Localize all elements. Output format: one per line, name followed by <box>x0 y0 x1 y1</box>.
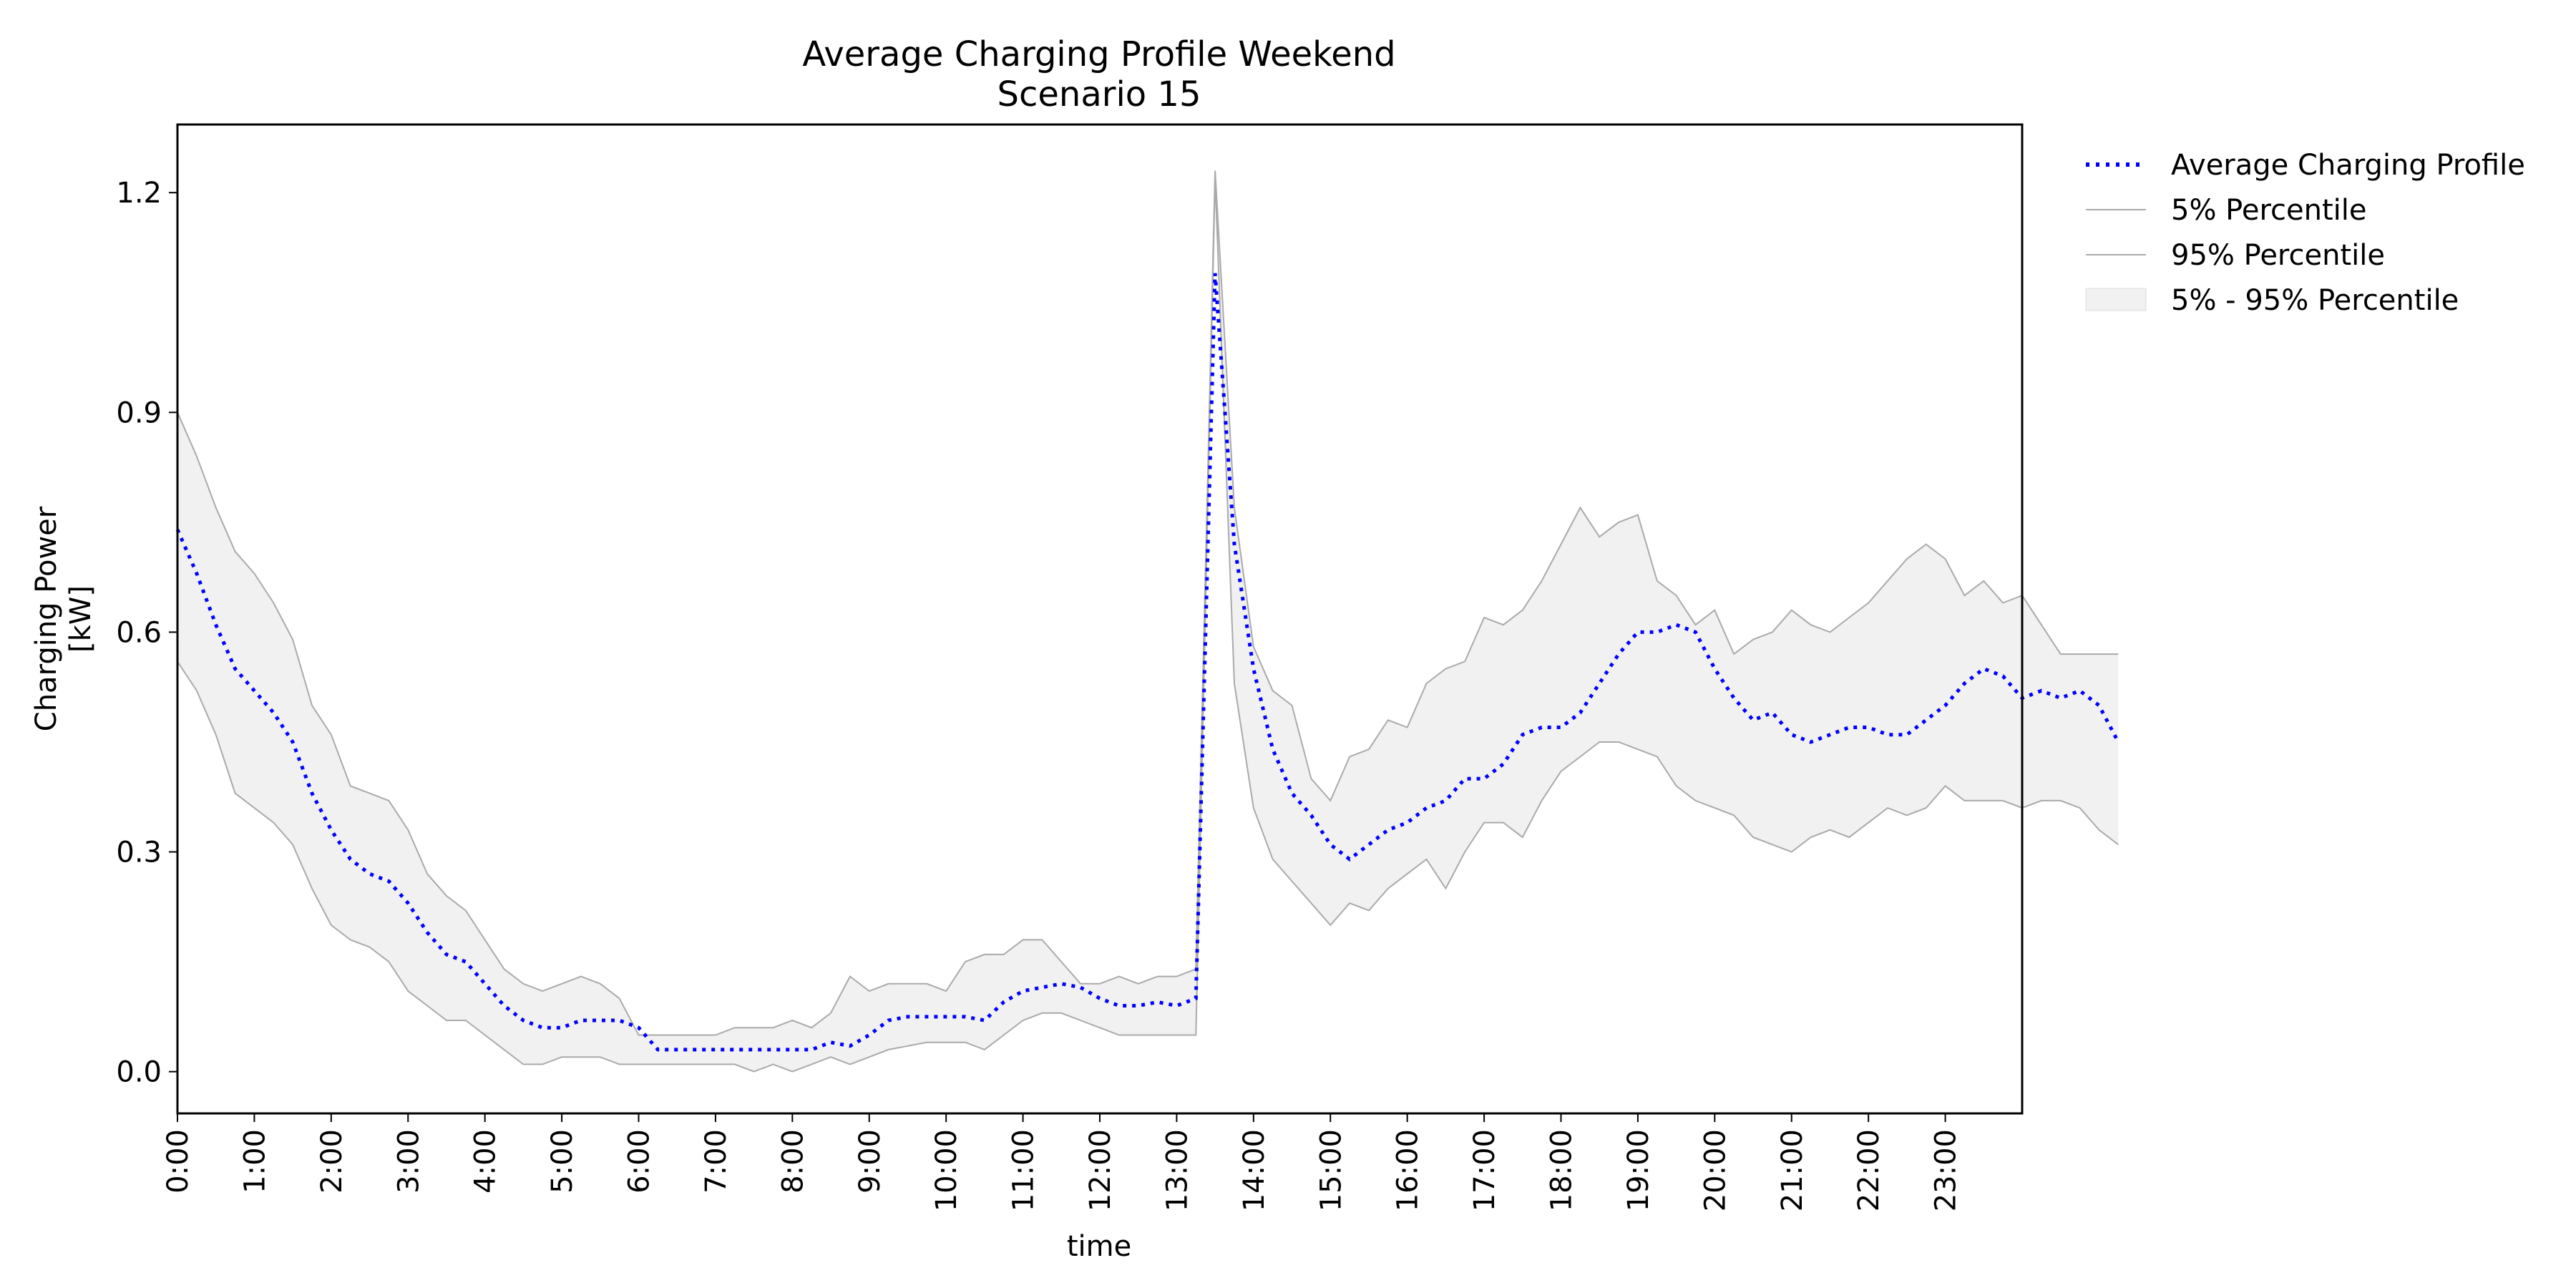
x-tick-label: 11:00 <box>1008 1129 1040 1211</box>
y-tick-label: 0.0 <box>116 1056 162 1089</box>
x-tick-label: 6:00 <box>623 1129 656 1194</box>
legend-label-band: 5% - 95% Percentile <box>2171 284 2459 317</box>
y-axis-label-line2: [kW] <box>64 585 97 653</box>
legend-swatch-band <box>2085 288 2147 311</box>
x-tick-label: 23:00 <box>1930 1129 1963 1211</box>
chart-subtitle: Scenario 15 <box>997 74 1201 114</box>
x-tick-label: 17:00 <box>1468 1129 1501 1211</box>
x-tick-label: 9:00 <box>854 1129 887 1194</box>
percentile-band <box>177 170 2119 1072</box>
legend-label-p5: 5% Percentile <box>2171 194 2367 227</box>
x-tick-label: 7:00 <box>700 1129 733 1194</box>
average-profile-line <box>175 273 2120 1052</box>
legend-label-p95: 95% Percentile <box>2171 239 2385 272</box>
y-tick-label: 1.2 <box>116 177 162 210</box>
legend: Average Charging Profile 5% Percentile 9… <box>2085 149 2525 317</box>
y-tick-label: 0.6 <box>116 616 162 649</box>
x-tick-label: 2:00 <box>316 1129 348 1194</box>
x-tick-label: 3:00 <box>392 1129 425 1194</box>
x-tick-label: 16:00 <box>1392 1129 1425 1211</box>
percentile-5-line <box>177 177 2119 1073</box>
y-tick-label: 0.3 <box>116 836 162 869</box>
x-tick-label: 8:00 <box>776 1129 809 1194</box>
x-tick-label: 22:00 <box>1853 1129 1885 1211</box>
y-axis: 0.0 0.3 0.6 0.9 1.2 <box>116 177 177 1089</box>
x-tick-label: 0:00 <box>162 1129 195 1194</box>
x-tick-label: 19:00 <box>1622 1129 1655 1211</box>
x-axis: 0:00 1:00 2:00 3:00 4:00 5:00 6:00 7:00 8:00 9:00… <box>162 1113 1963 1211</box>
x-tick-label: 4:00 <box>469 1129 502 1194</box>
x-tick-label: 18:00 <box>1546 1129 1579 1211</box>
x-tick-label: 10:00 <box>930 1129 963 1211</box>
x-tick-label: 15:00 <box>1314 1129 1347 1211</box>
y-axis-label-line1: Charging Power <box>30 506 63 731</box>
x-tick-label: 5:00 <box>546 1129 579 1194</box>
x-tick-label: 12:00 <box>1084 1129 1117 1211</box>
x-axis-label: time <box>1067 1230 1131 1263</box>
x-tick-label: 13:00 <box>1161 1129 1194 1211</box>
x-tick-label: 21:00 <box>1776 1129 1809 1211</box>
percentile-95-line <box>177 170 2119 1036</box>
y-tick-label: 0.9 <box>116 396 162 429</box>
x-tick-label: 20:00 <box>1699 1129 1732 1211</box>
x-tick-label: 14:00 <box>1238 1129 1271 1211</box>
plot-area <box>175 123 2120 1115</box>
legend-label-average: Average Charging Profile <box>2171 149 2525 182</box>
chart-title: Average Charging Profile Weekend <box>802 34 1395 74</box>
x-tick-label: 1:00 <box>238 1129 271 1194</box>
